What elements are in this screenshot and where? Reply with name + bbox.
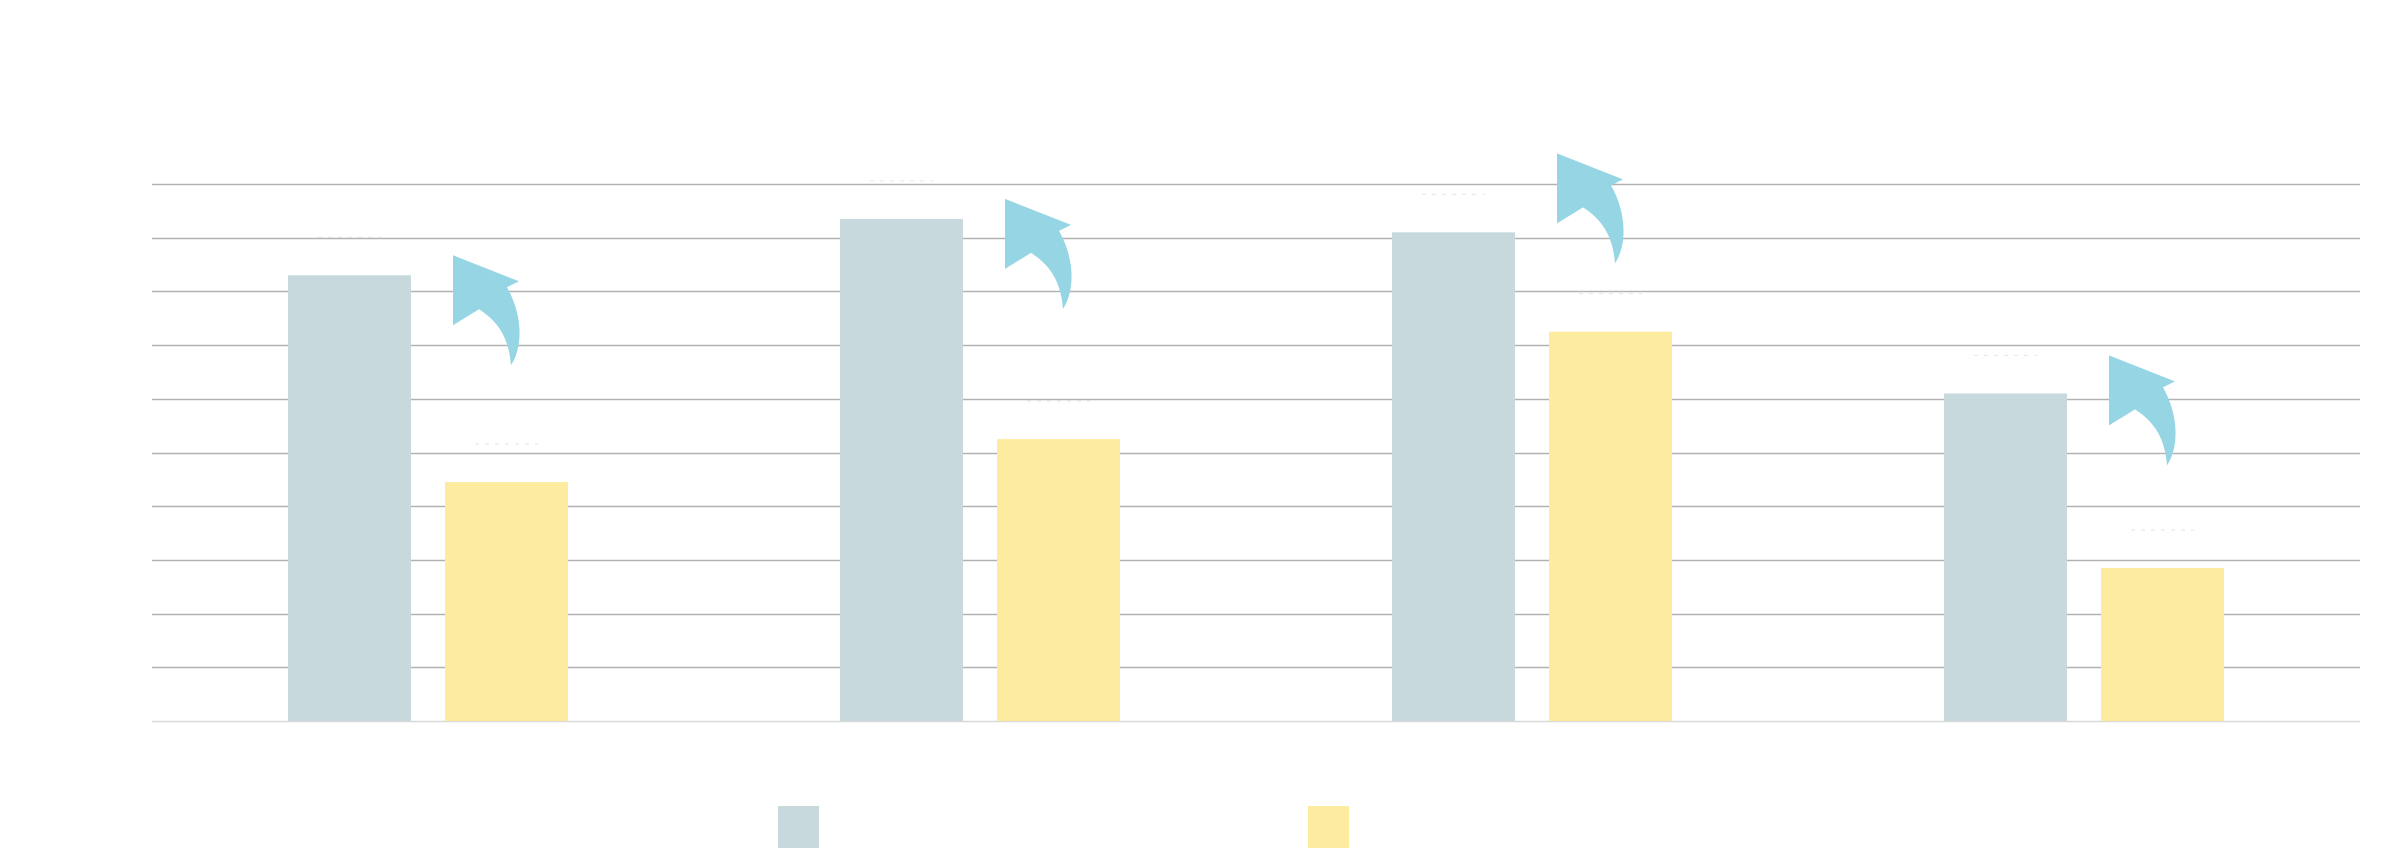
- curved-up-arrow-shape: [453, 255, 520, 366]
- curved-up-arrow-shape: [2109, 355, 2176, 466]
- legend: [778, 806, 1349, 848]
- curved-up-arrow-shape: [1005, 198, 1072, 309]
- bar-series-2-group-3: [1549, 331, 1672, 721]
- bars: [288, 218, 2224, 721]
- bar-series-1-group-1: [288, 275, 411, 721]
- annotation-arrows: [453, 153, 2176, 466]
- bar-series-1-group-3: [1392, 232, 1515, 721]
- legend-swatch-series-1: [778, 806, 819, 848]
- bar-series-2-group-4: [2101, 567, 2224, 721]
- data-labels: [318, 180, 2194, 531]
- bar-series-2-group-2: [997, 439, 1120, 721]
- bar-series-2-group-1: [445, 482, 568, 721]
- bar-series-1-group-2: [840, 218, 963, 721]
- curved-up-arrow-icon: [453, 255, 520, 366]
- legend-swatch-series-2: [1308, 806, 1349, 848]
- bar-series-1-group-4: [1944, 393, 2067, 721]
- curved-up-arrow-shape: [1557, 153, 1624, 264]
- curved-up-arrow-icon: [2109, 355, 2176, 466]
- curved-up-arrow-icon: [1005, 198, 1072, 309]
- curved-up-arrow-icon: [1557, 153, 1624, 264]
